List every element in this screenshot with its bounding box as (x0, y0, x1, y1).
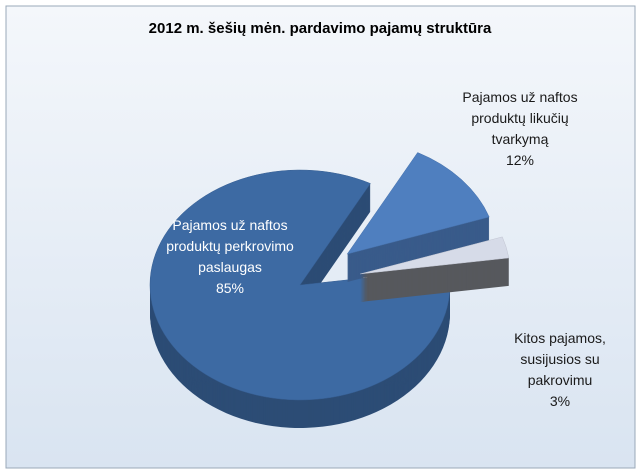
slice-category-label: Pajamos už naftos produktų likučių tvark… (462, 89, 578, 147)
slice-category-label: Pajamos už naftos produktų perkrovimo pa… (166, 217, 294, 275)
slice-value-label: 85% (215, 280, 245, 296)
slice-category-label: Kitos pajamos, susijusios su pakrovimu (514, 330, 606, 388)
slice (360, 236, 510, 275)
slice-label: Kitos pajamos, susijusios su pakrovimu 3% (495, 328, 625, 412)
slice-label: Pajamos už naftos produktų perkrovimo pa… (160, 215, 300, 299)
slice (346, 152, 490, 255)
slice-value-label: 12% (505, 152, 535, 168)
chart-title: 2012 m. šešių mėn. pardavimo pajamų stru… (149, 20, 492, 37)
slice-label: Pajamos už naftos produktų likučių tvark… (450, 87, 590, 171)
slice-value-label: 3% (549, 393, 571, 409)
slice (149, 169, 451, 401)
